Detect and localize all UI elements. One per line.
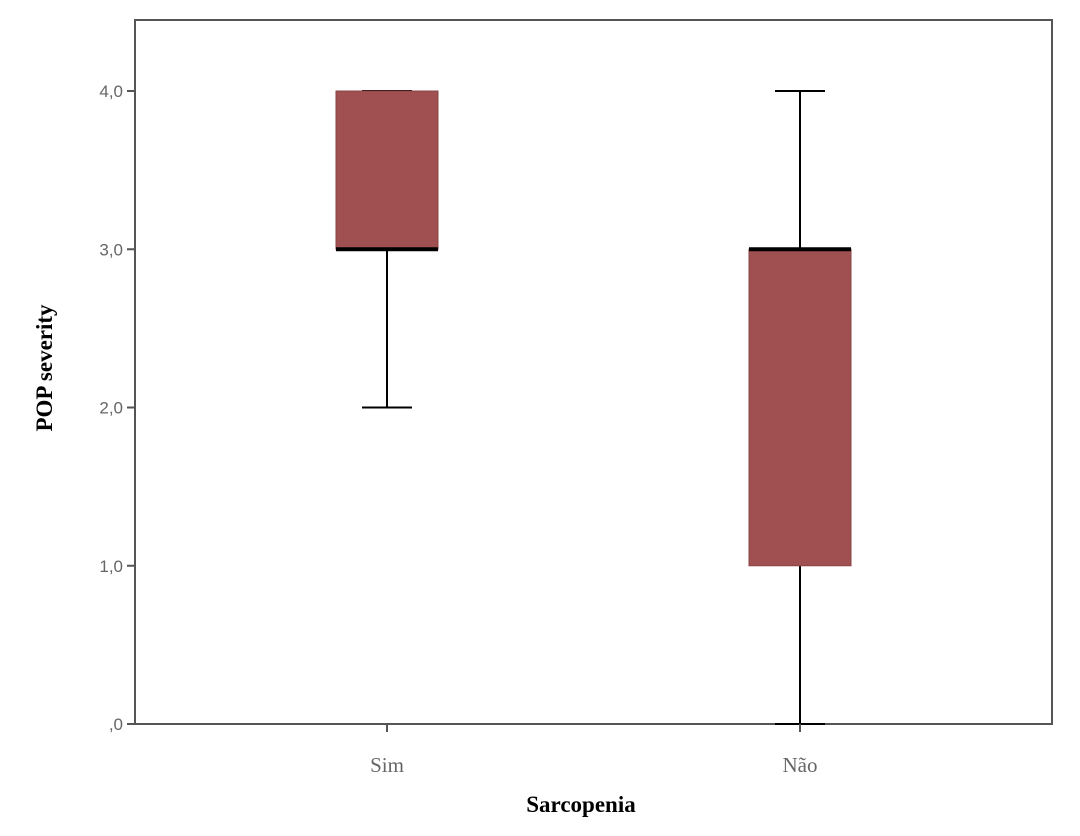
box-sim [335,90,439,409]
box-body [335,90,439,250]
boxes-layer [335,90,852,725]
x-axis-title: Sarcopenia [526,792,636,817]
y-tick-label: 3,0 [99,240,123,259]
plot-frame [134,19,1053,725]
x-axis: Sim Não [370,724,818,777]
x-tick-label: Sim [370,753,404,777]
y-tick-label: 2,0 [99,399,123,418]
y-axis: ,0 1,0 2,0 3,0 4,0 [99,82,135,734]
y-tick-label: 4,0 [99,82,123,101]
x-tick-label: Não [783,753,818,777]
y-axis-title: POP severity [32,304,57,432]
y-tick-label: ,0 [109,715,123,734]
box-nao [748,90,852,725]
y-tick-label: 1,0 [99,557,123,576]
box-body [748,248,852,567]
